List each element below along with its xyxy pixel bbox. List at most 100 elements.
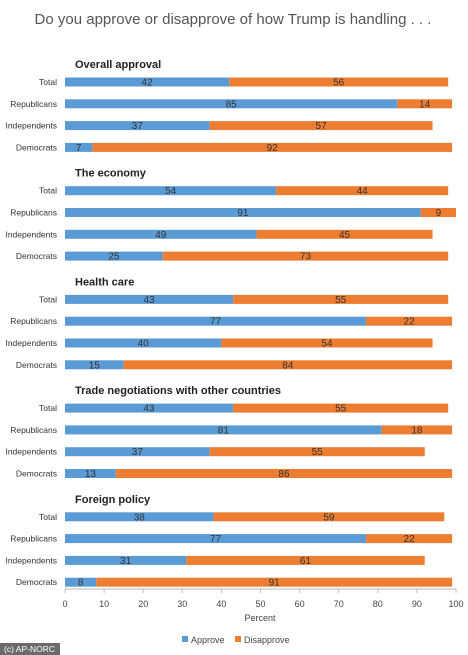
category-label: Independents [5, 338, 57, 348]
disapprove-value-label: 55 [335, 404, 347, 415]
credit-badge: (c) AP-NORC [0, 643, 60, 655]
x-tick-label: 70 [334, 599, 344, 609]
approve-bar [65, 99, 398, 109]
disapprove-value-label: 14 [419, 99, 431, 110]
group-3: Health care Total 43 55 Republicans 77 22 Indep… [5, 276, 453, 371]
approve-value-label: 49 [155, 230, 167, 241]
approve-value-label: 31 [120, 556, 132, 567]
legend-approve-label: Approve [191, 635, 225, 645]
approve-bar [65, 403, 234, 413]
disapprove-value-label: 61 [300, 556, 312, 567]
disapprove-value-label: 9 [436, 208, 442, 219]
x-tick-label: 60 [295, 599, 305, 609]
group-4: Trade negotiations with other countries T… [5, 385, 453, 480]
x-tick-label: 10 [99, 599, 109, 609]
category-label: Total [39, 186, 57, 196]
approve-bar [65, 447, 210, 457]
category-label: Total [39, 403, 57, 413]
disapprove-value-label: 55 [335, 295, 347, 306]
credit-background [0, 643, 60, 655]
disapprove-bar [162, 251, 449, 261]
category-label: Republicans [10, 425, 57, 435]
disapprove-bar [221, 338, 433, 348]
legend-approve-swatch [182, 636, 188, 642]
disapprove-value-label: 84 [282, 360, 294, 371]
disapprove-bar [213, 512, 445, 522]
approve-value-label: 42 [142, 78, 154, 89]
approve-bar [65, 555, 187, 565]
approve-value-label: 15 [89, 360, 101, 371]
approve-bar [65, 142, 93, 152]
approve-bar [65, 512, 214, 522]
x-tick-label: 80 [373, 599, 383, 609]
disapprove-bar [96, 577, 453, 587]
approve-bar [65, 338, 222, 348]
legend: Approve Disapprove [182, 635, 290, 645]
disapprove-bar [276, 186, 449, 196]
approve-bar [65, 469, 116, 478]
approve-value-label: 43 [144, 404, 156, 415]
x-tick-label: 90 [412, 599, 422, 609]
approve-value-label: 37 [132, 447, 144, 458]
approve-value-label: 43 [144, 295, 156, 306]
disapprove-bar [233, 403, 449, 413]
approve-value-label: 81 [218, 425, 230, 436]
disapprove-bar [233, 294, 449, 304]
disapprove-bar [381, 425, 453, 435]
approve-value-label: 85 [226, 99, 238, 110]
approve-bar [65, 316, 367, 326]
approve-bar [65, 360, 124, 370]
approve-bar [65, 208, 421, 217]
x-axis-label: Percent [244, 613, 276, 623]
x-tick-label: 0 [62, 599, 67, 609]
chart-title: Do you approve or disapprove of how Trum… [35, 11, 432, 28]
category-label: Republicans [10, 316, 57, 326]
approve-value-label: 7 [76, 143, 82, 154]
disapprove-value-label: 92 [267, 143, 279, 154]
credit-text: (c) AP-NORC [4, 644, 55, 654]
group-title: Overall approval [75, 59, 161, 71]
bar-groups: Overall approval Total 42 56 Republicans 85 14… [5, 59, 456, 589]
approve-value-label: 91 [237, 208, 249, 219]
approve-bar [65, 251, 163, 261]
disapprove-value-label: 18 [411, 425, 423, 436]
category-label: Democrats [16, 360, 57, 370]
approve-value-label: 8 [78, 578, 84, 589]
approve-bar [65, 229, 257, 239]
disapprove-bar [256, 229, 433, 239]
approve-bar [65, 77, 230, 87]
approve-value-label: 54 [165, 186, 177, 197]
x-tick-label: 30 [177, 599, 187, 609]
x-tick-label: 20 [138, 599, 148, 609]
approve-value-label: 77 [210, 534, 222, 545]
category-label: Republicans [10, 99, 57, 109]
group-title: The economy [75, 168, 147, 180]
group-2: The economy Total 54 44 Republicans 91 9 Indepe… [5, 168, 456, 263]
category-label: Democrats [16, 469, 57, 479]
disapprove-value-label: 91 [269, 578, 281, 589]
group-title: Trade negotiations with other countries [75, 385, 281, 397]
disapprove-value-label: 55 [312, 447, 324, 458]
category-label: Democrats [16, 577, 57, 587]
disapprove-value-label: 73 [300, 252, 312, 263]
disapprove-value-label: 22 [404, 317, 416, 328]
category-label: Total [39, 512, 57, 522]
x-tick-label: 100 [448, 599, 463, 609]
legend-disapprove-swatch [235, 636, 241, 642]
category-label: Democrats [16, 142, 57, 152]
disapprove-bar [397, 99, 453, 109]
category-label: Independents [5, 229, 57, 239]
category-label: Republicans [10, 534, 57, 544]
approve-bar [65, 534, 367, 544]
disapprove-bar [209, 121, 433, 131]
disapprove-bar [209, 447, 425, 457]
approve-bar [65, 425, 382, 435]
legend-disapprove-label: Disapprove [244, 635, 290, 645]
approve-value-label: 37 [132, 121, 144, 132]
category-label: Independents [5, 555, 57, 565]
category-label: Republicans [10, 208, 57, 218]
group-title: Health care [75, 276, 134, 288]
approve-value-label: 77 [210, 317, 222, 328]
x-tick-label: 40 [216, 599, 226, 609]
